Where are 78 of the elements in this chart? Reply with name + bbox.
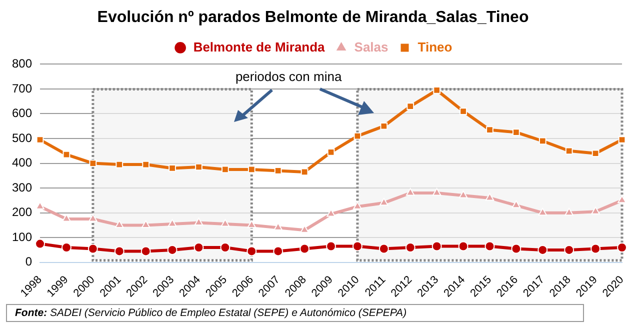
point bbox=[432, 241, 442, 252]
y-tick-label: 100 bbox=[12, 230, 32, 244]
point bbox=[354, 132, 362, 140]
point bbox=[538, 244, 548, 255]
point bbox=[61, 242, 72, 252]
point bbox=[406, 188, 415, 196]
point bbox=[168, 164, 176, 172]
point bbox=[141, 220, 150, 228]
annotation: periodos con mina bbox=[231, 68, 346, 84]
legend-label: Salas bbox=[354, 39, 388, 54]
point bbox=[88, 214, 98, 222]
legend-label: Tineo bbox=[418, 39, 452, 54]
point bbox=[353, 202, 362, 210]
point bbox=[168, 218, 177, 227]
point bbox=[512, 200, 521, 208]
point bbox=[405, 242, 416, 252]
point bbox=[89, 160, 97, 167]
point bbox=[617, 242, 627, 252]
point bbox=[140, 246, 151, 256]
point bbox=[592, 150, 600, 158]
point bbox=[88, 244, 98, 254]
point bbox=[62, 150, 70, 158]
point bbox=[220, 242, 230, 252]
point bbox=[432, 188, 442, 196]
y-tick-label: 300 bbox=[12, 180, 32, 194]
source-note: Fonte: SADEI (Servicio Público de Empleo Estatal (SEPE) e Autonómico (SEPEPA) bbox=[6, 304, 584, 322]
point bbox=[195, 163, 202, 171]
y-tick-label: 600 bbox=[12, 106, 32, 120]
point bbox=[352, 241, 362, 252]
chart-title: Evolución nº parados Belmonte de Miranda_Salas_Tineo bbox=[97, 9, 529, 26]
y-tick-label: 800 bbox=[12, 56, 32, 71]
point bbox=[248, 166, 256, 174]
point bbox=[114, 246, 124, 256]
point bbox=[326, 241, 336, 252]
point bbox=[406, 102, 414, 110]
point bbox=[590, 244, 601, 254]
point bbox=[380, 198, 388, 206]
y-tick-label: 500 bbox=[12, 130, 32, 145]
point bbox=[460, 108, 467, 115]
point bbox=[36, 136, 44, 144]
point bbox=[511, 244, 522, 254]
point bbox=[246, 246, 257, 256]
point bbox=[486, 126, 494, 134]
point bbox=[194, 218, 204, 226]
point bbox=[247, 220, 256, 228]
y-tick-label: 400 bbox=[12, 156, 32, 170]
point bbox=[458, 241, 468, 252]
y-tick-label: 0 bbox=[25, 254, 32, 269]
point bbox=[380, 122, 388, 130]
legend-label: Belmonte de Miranda bbox=[193, 39, 326, 54]
point bbox=[564, 208, 574, 216]
point bbox=[274, 167, 282, 174]
point bbox=[222, 166, 229, 174]
point bbox=[114, 220, 124, 228]
y-tick-label: 200 bbox=[12, 205, 32, 220]
point bbox=[564, 244, 574, 255]
point bbox=[433, 86, 441, 94]
point bbox=[273, 246, 284, 256]
point bbox=[458, 190, 468, 198]
point bbox=[116, 160, 124, 168]
point bbox=[327, 148, 335, 156]
point bbox=[378, 244, 389, 254]
point bbox=[485, 192, 494, 201]
point bbox=[300, 168, 308, 176]
point bbox=[220, 218, 230, 227]
point bbox=[167, 244, 178, 255]
point bbox=[618, 136, 626, 144]
point bbox=[538, 137, 546, 145]
point bbox=[591, 206, 600, 214]
point bbox=[565, 147, 573, 155]
point bbox=[142, 160, 150, 168]
point bbox=[35, 238, 46, 249]
point bbox=[484, 241, 495, 252]
point bbox=[194, 242, 204, 252]
point bbox=[538, 208, 548, 216]
y-tick-label: 700 bbox=[12, 81, 32, 96]
point bbox=[300, 244, 310, 254]
point bbox=[512, 128, 520, 136]
